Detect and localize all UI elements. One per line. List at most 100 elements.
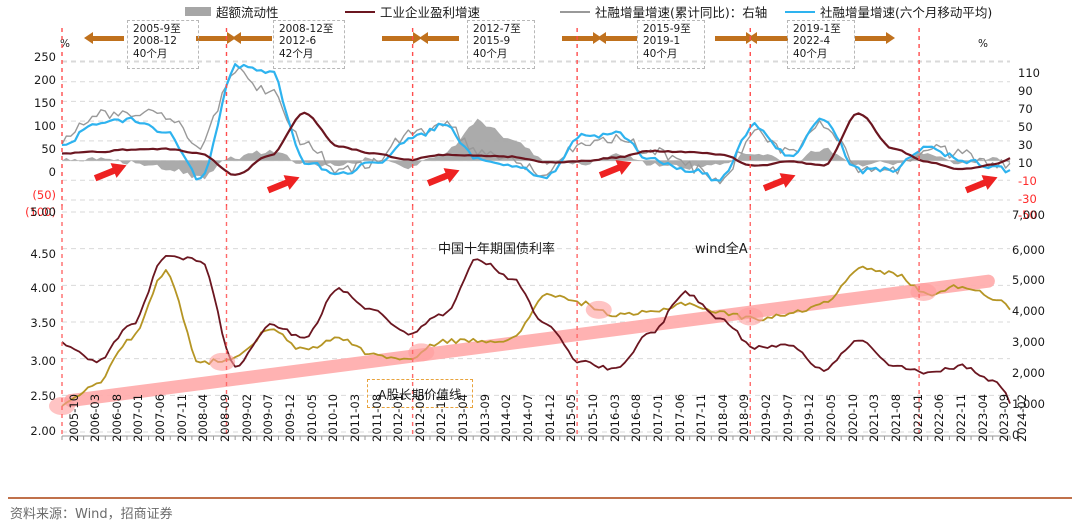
period-box-2: 2008-12至 2012-6 42个月 [273,20,345,69]
legend-label: 中国十年期国债利率 [438,242,556,257]
axis-tick: 2,000 [1012,366,1045,380]
legend-item-wind-all-a: wind全A [655,238,748,257]
period-annotations: 2005-9至 2008-12 40个月 2008-12至 2012-6 42个… [0,20,1080,72]
x-axis-tick: 2014-02 [499,393,514,442]
x-axis-tick: 2013-09 [477,393,492,442]
axis-tick: 4.00 [30,281,56,295]
period-from: 2015-9至 [643,23,691,35]
legend-label: 工业企业盈利增速 [380,5,481,20]
axis-tick: -30 [1018,192,1037,206]
top-left-unit: % [60,38,70,50]
period-months: 42个月 [279,47,314,60]
x-axis-tick: 2008-04 [196,393,211,442]
x-axis-tick: 2022-06 [932,393,947,442]
period-to: 2019-1 [643,35,681,48]
period-box-5: 2019-1至 2022-4 40个月 [787,20,855,69]
x-axis-tick: 2016-08 [629,393,644,442]
x-axis-tick: 2022-11 [953,393,968,442]
x-axis-tick: 2020-10 [845,393,860,442]
axis-tick: 50 [1018,120,1033,134]
x-axis-tick: 2011-08 [369,393,384,442]
period-box-4: 2015-9至 2019-1 40个月 [637,20,705,69]
value-line-annotation: A股长期价值线 [367,379,473,408]
x-axis-tick: 2017-01 [650,393,665,442]
x-axis-tick: 2023-09 [997,393,1012,442]
x-axis-tick: 2024-02 [1014,393,1029,442]
x-axis-tick: 2017-06 [672,393,687,442]
legend-item-industrial-profit: 工业企业盈利增速 [345,2,480,21]
legend-swatch-bar [185,7,211,16]
legend-item-shrong-yoy: 社融增量增速(累计同比)：右轴 [560,2,767,21]
x-axis-tick: 2009-12 [282,393,297,442]
x-axis-tick: 2017-11 [694,393,709,442]
period-months: 40个月 [133,47,168,60]
period-from: 2008-12至 [279,23,334,35]
axis-tick: 90 [1018,84,1033,98]
x-axis-tick: 2021-08 [888,393,903,442]
x-axis-tick: 2012-01 [391,393,406,442]
x-axis-tick: 2006-03 [88,393,103,442]
axis-tick: 2.50 [30,389,56,403]
x-axis-tick: 2023-04 [975,393,990,442]
axis-tick: 70 [1018,102,1033,116]
period-arrow-right-5 [855,32,895,44]
period-from: 2012-7至 [473,23,521,35]
axis-tick: 150 [34,96,56,110]
axis-tick: 250 [34,50,56,64]
x-axis-tick: 2019-07 [780,393,795,442]
x-axis-tick: 2018-09 [737,393,752,442]
axis-tick: -10 [1018,174,1037,188]
period-from: 2019-1至 [793,23,841,35]
top-right-unit: % [978,38,988,50]
axis-tick: 10 [1018,156,1033,170]
period-box-3: 2012-7至 2015-9 40个月 [467,20,535,69]
x-axis-tick: 2019-02 [759,393,774,442]
axis-tick: 110 [1018,66,1040,80]
axis-tick: 1,000 [1012,397,1045,411]
period-months: 40个月 [473,47,508,60]
axis-tick: 3.50 [30,316,56,330]
x-axis-tick: 2011-03 [347,393,362,442]
period-from: 2005-9至 [133,23,181,35]
x-axis-tick: 2020-05 [824,393,839,442]
x-axis-tick: 2012-06 [412,393,427,442]
legend-swatch-line [345,10,375,13]
x-axis-tick: 2007-06 [153,393,168,442]
axis-tick: 0 [48,165,56,179]
x-axis-tick: 2021-03 [867,393,882,442]
period-arrow-right-2 [382,32,422,44]
axis-tick: 4.50 [30,247,56,261]
footer-divider [8,497,1072,499]
period-to: 2008-12 [133,35,177,48]
legend-item-shrong-ma6: 社融增量增速(六个月移动平均) [785,2,992,21]
period-arrow-right-3 [562,32,602,44]
x-axis-tick: 2010-10 [326,393,341,442]
legend-label: 社融增量增速(六个月移动平均) [820,5,993,20]
period-to: 2012-6 [279,35,317,48]
legend-swatch-line [785,10,815,13]
axis-tick: 4,000 [1012,304,1045,318]
x-axis-tick: 2016-03 [607,393,622,442]
legend-item-bond-rate: 中国十年期国债利率 [398,238,555,257]
x-axis-tick: 2012-11 [434,393,449,442]
x-axis-tick: 2022-01 [910,393,925,442]
axis-tick: -50 [1018,208,1037,222]
x-axis-tick: 2009-02 [239,393,254,442]
period-arrow-left-1 [84,32,124,44]
axis-tick: 3,000 [1012,335,1045,349]
legend-item-excess-liquidity: 超额流动性 [185,2,279,21]
period-arrow-left-5 [748,32,788,44]
x-axis-tick: 2013-04 [456,393,471,442]
period-arrow-right-1 [196,32,236,44]
legend-label: 社融增量增速(累计同比)：右轴 [595,5,768,20]
x-axis-tick: 2018-04 [715,393,730,442]
x-axis-tick: 2005-10 [66,393,81,442]
axis-tick: (100) [25,205,56,219]
x-axis-tick: 2010-05 [304,393,319,442]
axis-tick: 200 [34,73,56,87]
axis-tick: 2.00 [30,424,56,438]
period-box-1: 2005-9至 2008-12 40个月 [127,20,199,69]
x-axis-tick: 2009-07 [261,393,276,442]
x-axis-tick: 2007-11 [174,393,189,442]
